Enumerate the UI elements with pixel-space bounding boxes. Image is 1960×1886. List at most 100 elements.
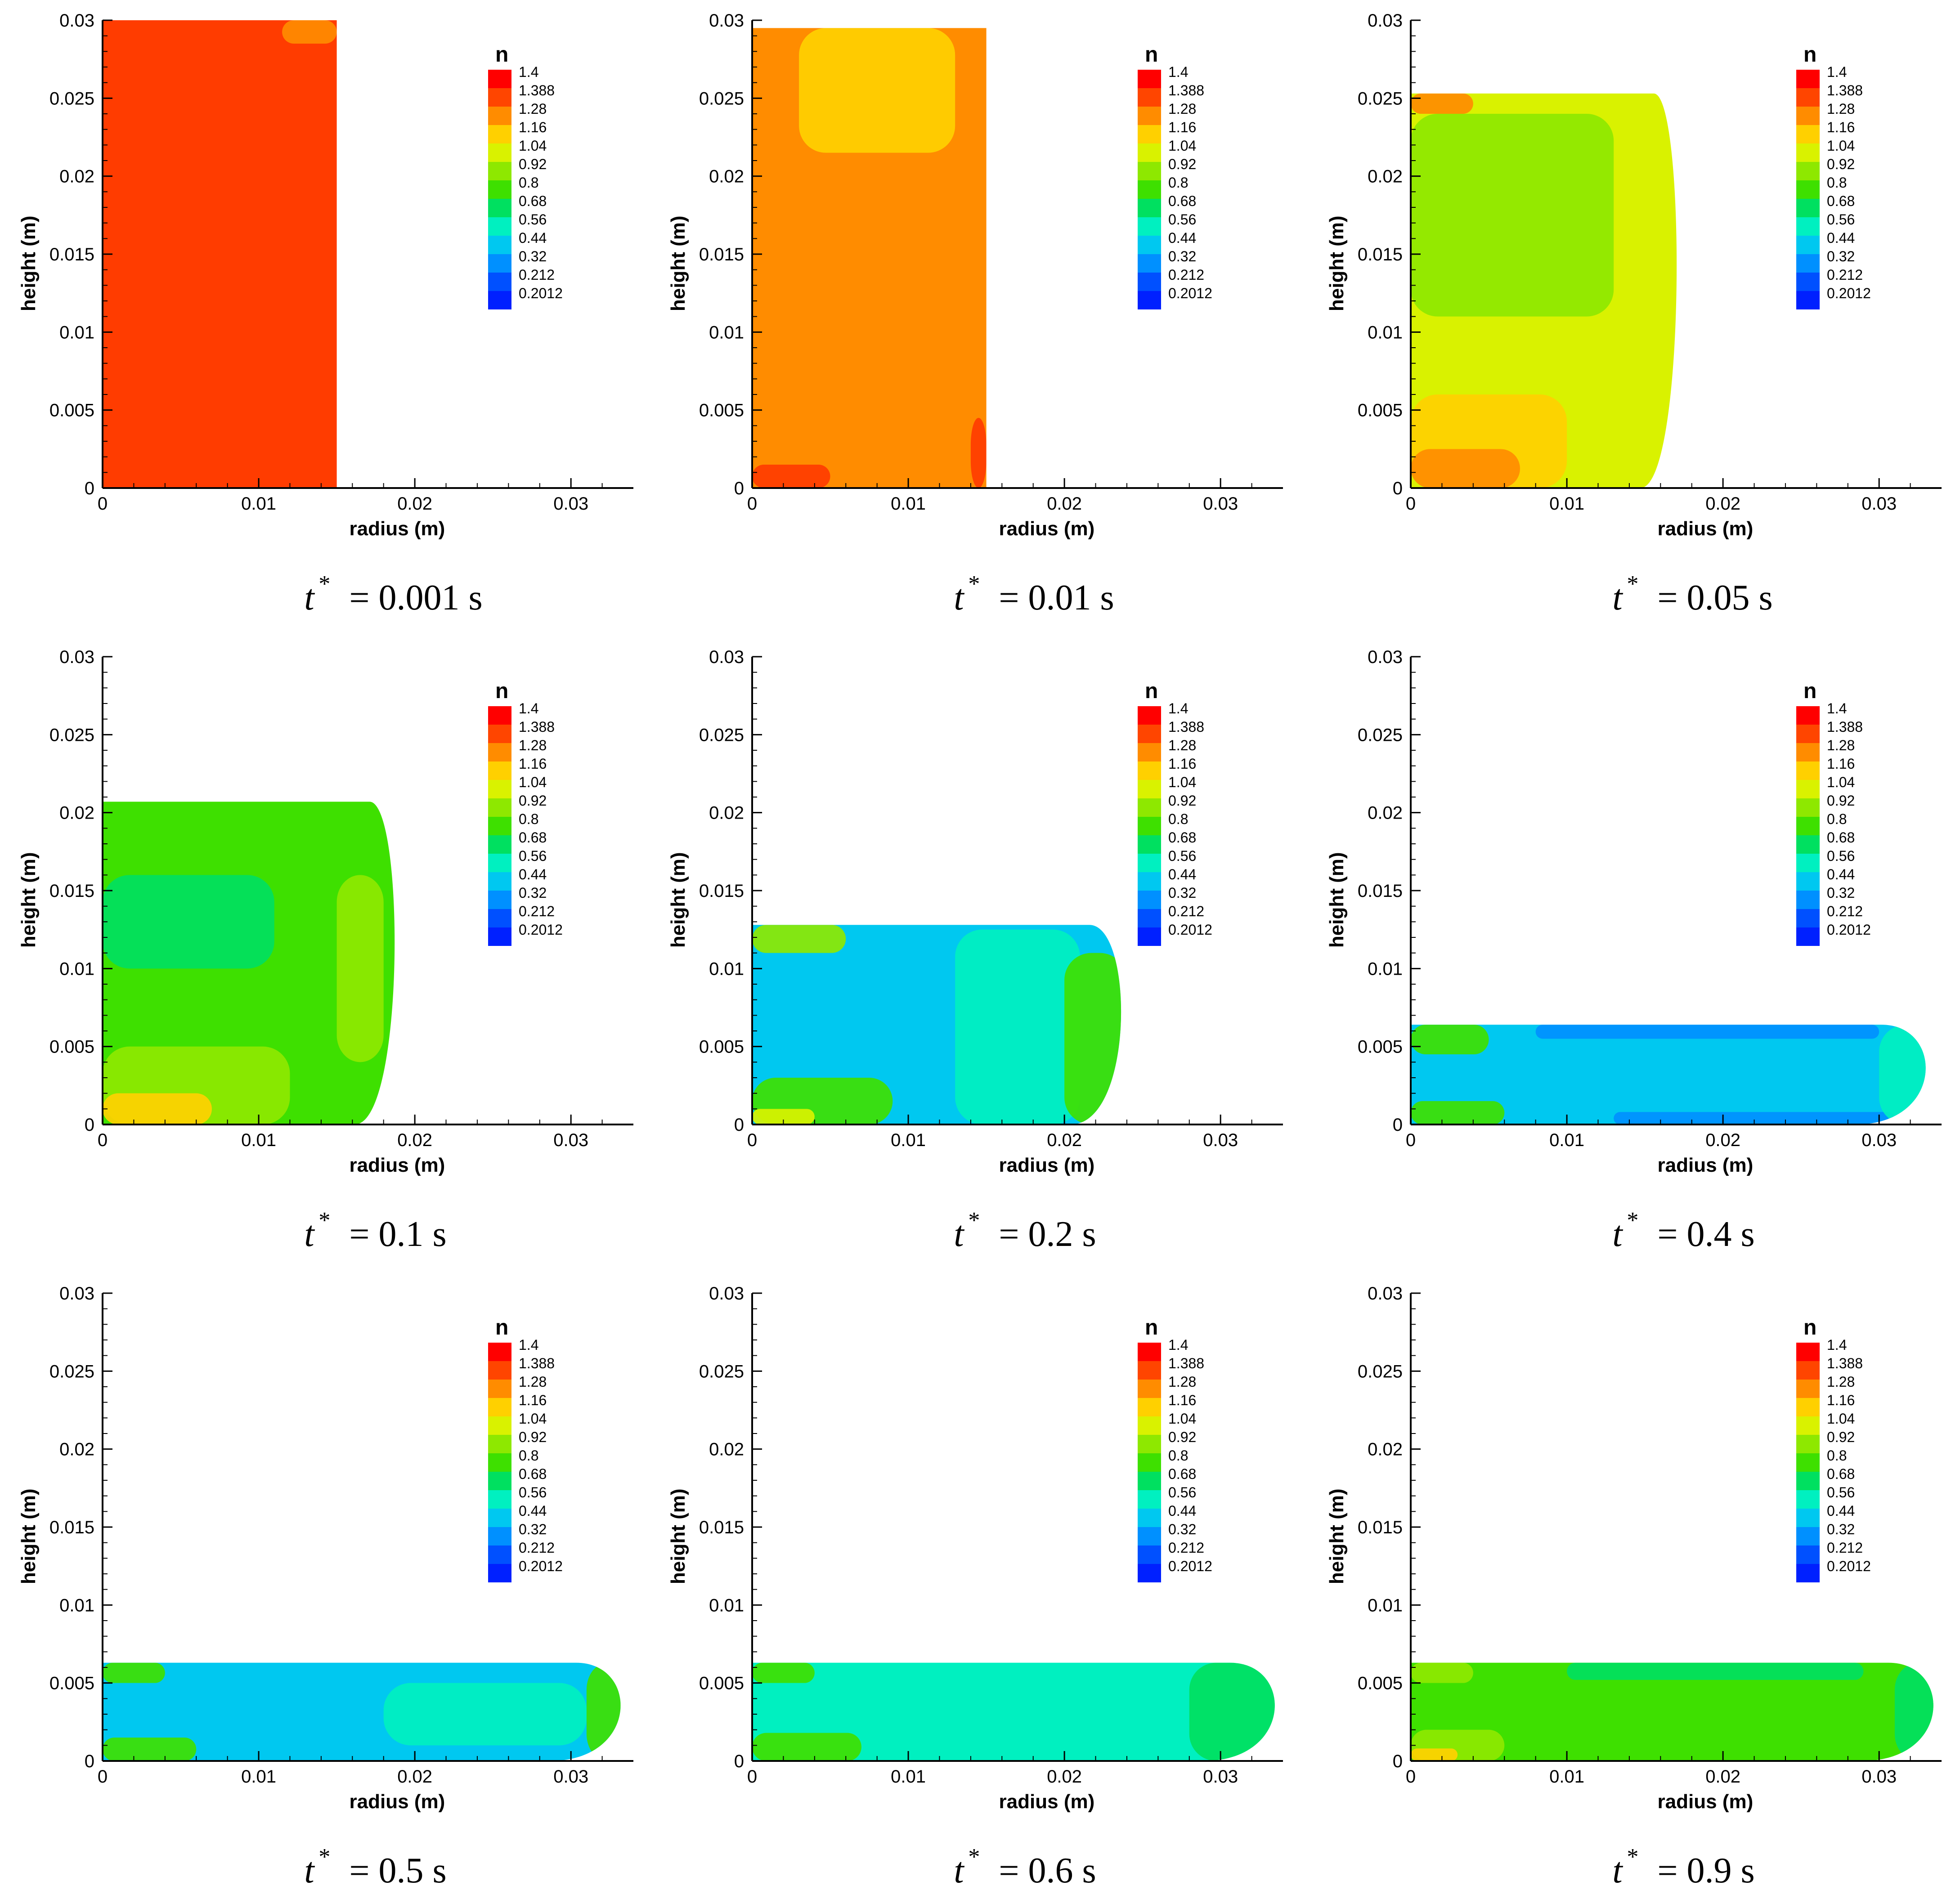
contour-region <box>1411 93 1473 114</box>
legend-level-label: 1.388 <box>1168 82 1204 99</box>
legend-title: n <box>1145 43 1158 67</box>
legend-swatch <box>1138 180 1161 199</box>
legend-level-label: 1.16 <box>1827 1392 1855 1408</box>
legend-swatch <box>1796 1527 1820 1546</box>
legend-swatch <box>1796 236 1820 254</box>
legend-level-label: 0.212 <box>519 1540 555 1556</box>
contour-region <box>282 20 337 44</box>
y-tick-label: 0.03 <box>1368 647 1403 667</box>
caption-superscript: * <box>1627 1208 1638 1233</box>
legend-swatch <box>1796 1546 1820 1564</box>
y-tick-label: 0.03 <box>59 647 94 667</box>
legend-level-label: 0.56 <box>1168 211 1196 228</box>
legend-swatch <box>1796 1416 1820 1435</box>
legend-level-label: 0.8 <box>519 1447 538 1464</box>
legend-level-label: 0.2012 <box>1827 922 1871 938</box>
legend-level-label: 1.16 <box>519 119 547 135</box>
contour-region <box>1411 114 1614 317</box>
legend-title: n <box>1803 43 1816 67</box>
legend-swatch <box>488 817 511 835</box>
y-tick-label: 0.02 <box>709 1440 744 1460</box>
legend-level-label: 0.8 <box>519 811 538 827</box>
contour-region <box>752 925 846 953</box>
legend-title: n <box>495 43 508 67</box>
y-tick-label: 0.03 <box>709 1284 744 1304</box>
legend-swatch <box>1138 70 1161 88</box>
legend-swatch <box>488 88 511 107</box>
droplet-body <box>1411 1025 1926 1124</box>
legend-level-label: 1.28 <box>1168 737 1196 753</box>
y-axis-title: height (m) <box>18 215 40 311</box>
legend-swatch <box>1796 706 1820 725</box>
legend-level-label: 0.44 <box>519 1503 547 1519</box>
x-tick-label: 0 <box>1406 494 1416 514</box>
caption-superscript: * <box>318 1844 330 1870</box>
legend-level-label: 1.28 <box>1827 1374 1855 1390</box>
legend-swatch <box>488 1472 511 1490</box>
legend-swatch <box>488 798 511 817</box>
caption-time: = 0.05 s <box>1657 578 1772 618</box>
legend-swatch <box>488 70 511 88</box>
legend-swatch <box>1138 1509 1161 1527</box>
legend-swatch <box>488 927 511 946</box>
legend-swatch <box>488 909 511 927</box>
y-tick-label: 0.01 <box>1368 1595 1403 1615</box>
droplet-body <box>1411 1662 1933 1761</box>
x-tick-label: 0 <box>1406 1130 1416 1150</box>
y-tick-label: 0.025 <box>699 725 744 745</box>
y-tick-label: 0.025 <box>1358 725 1403 745</box>
legend-level-label: 1.04 <box>1827 138 1855 154</box>
y-tick-label: 0.025 <box>1358 89 1403 108</box>
legend-swatch <box>1796 107 1820 125</box>
caption-time: = 0.2 s <box>999 1214 1096 1254</box>
x-axis-title: radius (m) <box>1658 1791 1754 1813</box>
legend-level-label: 1.388 <box>519 82 555 99</box>
panel-7: 0 0.01 0.02 0.03 0 0.005 0.01 0.015 0.02 0.025 0.0… <box>18 1284 633 1886</box>
caption-time: = 0.01 s <box>999 578 1114 618</box>
legend-level-label: 0.212 <box>1168 1540 1204 1556</box>
caption-symbol: t <box>1612 578 1623 618</box>
x-tick-label: 0.02 <box>1047 1767 1082 1787</box>
y-tick-label: 0.03 <box>709 11 744 31</box>
panel-1: 0 0.01 0.02 0.03 0 0.005 0.01 0.015 0.02 0.025 0.0… <box>18 11 633 618</box>
legend-swatch <box>488 125 511 143</box>
contour-region <box>1567 1662 1864 1680</box>
x-tick-label: 0 <box>98 494 108 514</box>
contour-region <box>1614 1112 1895 1124</box>
y-tick-label: 0.015 <box>49 245 94 264</box>
y-tick-label: 0 <box>734 1115 744 1135</box>
y-tick-label: 0.01 <box>59 959 94 979</box>
y-tick-label: 0.005 <box>49 401 94 421</box>
legend-level-label: 0.32 <box>519 885 547 901</box>
panel-2: 0 0.01 0.02 0.03 0 0.005 0.01 0.015 0.02 0.025 0.0… <box>667 11 1283 618</box>
legend-level-label: 0.2012 <box>1168 285 1212 301</box>
panel-4: 0 0.01 0.02 0.03 0 0.005 0.01 0.015 0.02 0.025 0.0… <box>18 647 633 1254</box>
legend-level-label: 1.04 <box>1827 1411 1855 1427</box>
caption-symbol: t <box>1612 1214 1623 1254</box>
legend-level-label: 0.212 <box>1827 903 1863 919</box>
x-tick-label: 0.01 <box>891 1130 926 1150</box>
caption-time: = 0.6 s <box>999 1851 1096 1886</box>
legend-swatch <box>1138 1435 1161 1453</box>
contour-region <box>336 875 384 1062</box>
legend-level-label: 1.28 <box>1168 1374 1196 1390</box>
legend-level-label: 0.2012 <box>1827 285 1871 301</box>
legend-level-label: 0.92 <box>1168 1429 1196 1445</box>
y-tick-label: 0 <box>1393 479 1403 498</box>
y-tick-label: 0.005 <box>699 401 744 421</box>
contour-region <box>752 1109 815 1124</box>
legend-swatch <box>1796 217 1820 236</box>
x-tick-label: 0.03 <box>1203 1130 1238 1150</box>
legend-swatch <box>1138 199 1161 217</box>
legend-level-label: 1.4 <box>519 1337 538 1353</box>
y-tick-label: 0 <box>734 479 744 498</box>
contour-region <box>103 1738 197 1761</box>
x-tick-label: 0.02 <box>397 494 432 514</box>
droplet-body <box>103 20 337 488</box>
contour-region <box>1411 1748 1458 1761</box>
legend-level-label: 0.68 <box>1168 193 1196 209</box>
legend-level-label: 0.8 <box>1827 175 1847 191</box>
legend-swatch <box>1796 1435 1820 1453</box>
contour-regions <box>752 28 987 488</box>
